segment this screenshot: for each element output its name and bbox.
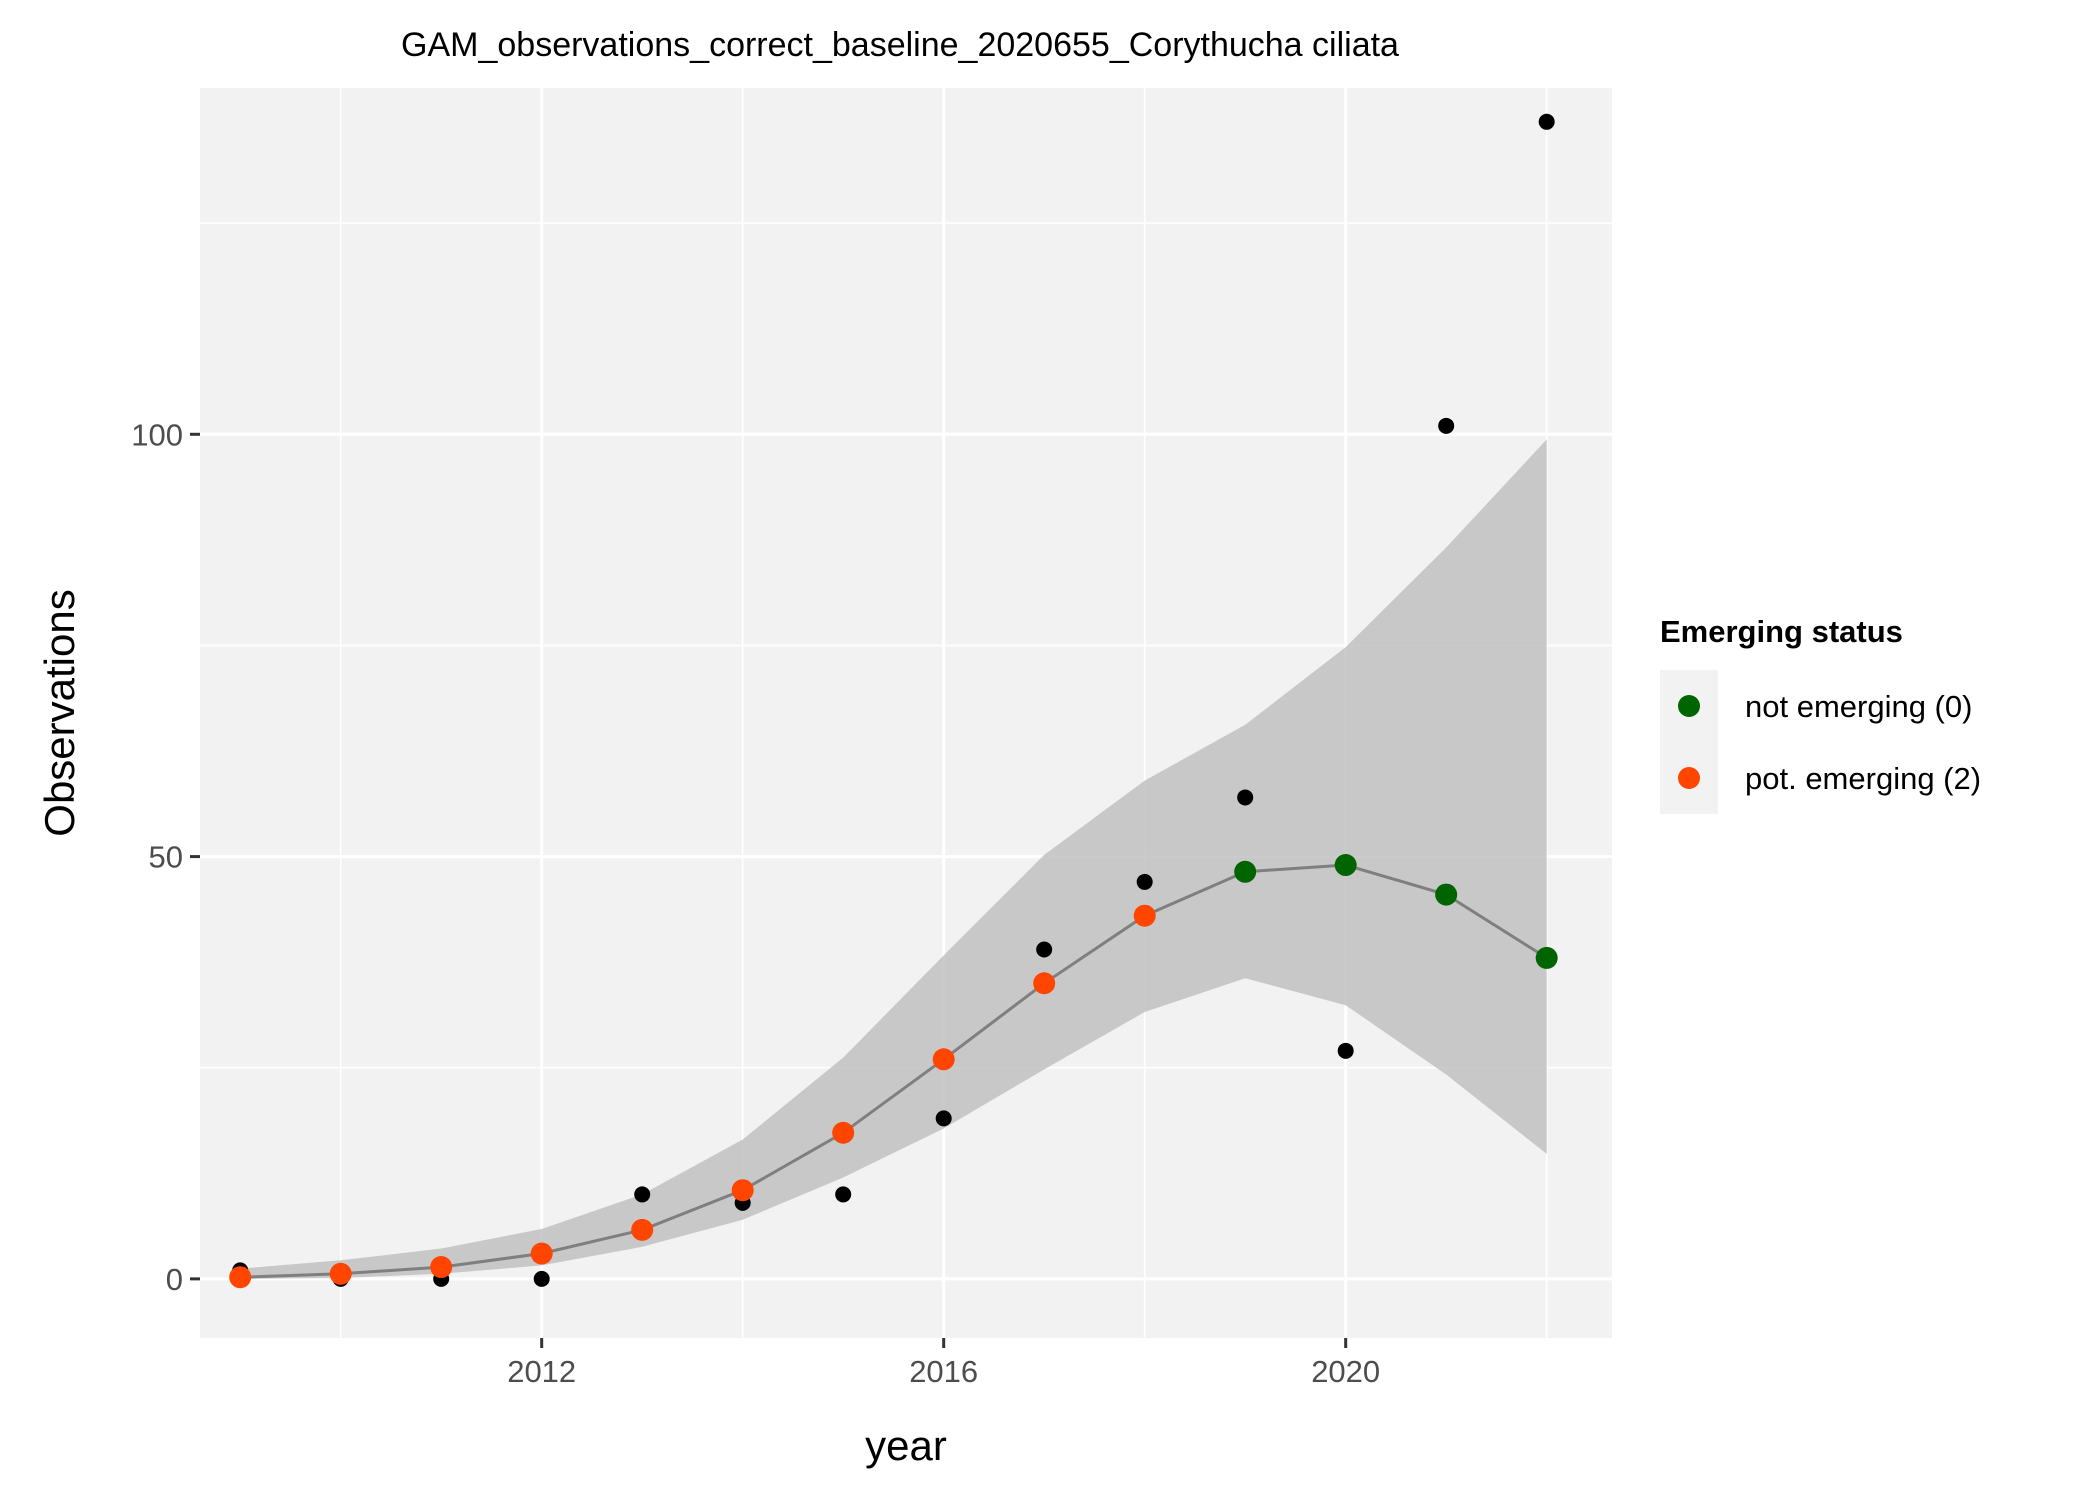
observed-point-2021 [1438, 417, 1455, 434]
observed-point-2018 [1136, 873, 1153, 890]
legend-keys-background [1660, 670, 1718, 814]
legend-items: not emerging (0) pot. emerging (2) [1678, 689, 1981, 796]
y-axis-title: Observations [36, 589, 83, 836]
observed-point-2016 [935, 1110, 952, 1127]
observed-point-2020 [1337, 1042, 1354, 1059]
legend-key-pot [1678, 767, 1700, 789]
fitted-point-2020 [1334, 854, 1357, 877]
legend-label-not: not emerging (0) [1745, 689, 1972, 724]
y-axis: 0 50 100 [131, 417, 200, 1297]
fitted-point-2012 [530, 1242, 553, 1265]
x-tick-label: 2016 [909, 1354, 978, 1389]
legend: Emerging status not emerging (0) pot. eme… [1660, 614, 1981, 814]
observed-point-2022 [1538, 113, 1555, 130]
fitted-point-2010 [329, 1262, 352, 1285]
legend-key-not [1678, 695, 1700, 717]
fitted-point-2015 [832, 1121, 855, 1144]
legend-label-pot: pot. emerging (2) [1745, 761, 1981, 796]
fitted-point-2019 [1234, 860, 1257, 883]
y-tick-label: 100 [131, 417, 183, 452]
confidence-ribbon [240, 439, 1547, 1279]
fitted-point-2022 [1535, 946, 1558, 969]
fitted-point-2009 [229, 1266, 252, 1289]
fitted-point-2016 [932, 1048, 955, 1071]
chart-title: GAM_observations_correct_baseline_202065… [401, 26, 1399, 64]
fitted-points [229, 854, 1558, 1289]
observed-point-2015 [835, 1186, 852, 1203]
x-axis: 2012 2016 2020 [507, 1338, 1380, 1389]
fitted-point-2011 [430, 1256, 453, 1279]
fitted-point-2013 [631, 1218, 654, 1241]
x-tick-label: 2012 [507, 1354, 576, 1389]
fitted-point-2014 [731, 1179, 754, 1202]
legend-title: Emerging status [1660, 614, 1903, 649]
gam-fit-line [240, 863, 1548, 1279]
x-axis-title: year [865, 1422, 947, 1469]
x-tick-label: 2020 [1311, 1354, 1380, 1389]
y-tick-label: 0 [166, 1262, 183, 1297]
y-tick-label: 50 [149, 840, 183, 875]
observed-point-2019 [1237, 789, 1254, 806]
observed-point-2013 [634, 1186, 651, 1203]
observed-point-2017 [1036, 941, 1053, 958]
observed-point-2012 [533, 1270, 550, 1287]
fitted-point-2017 [1033, 972, 1056, 995]
fitted-point-2018 [1133, 904, 1156, 927]
fitted-point-2021 [1435, 883, 1458, 906]
